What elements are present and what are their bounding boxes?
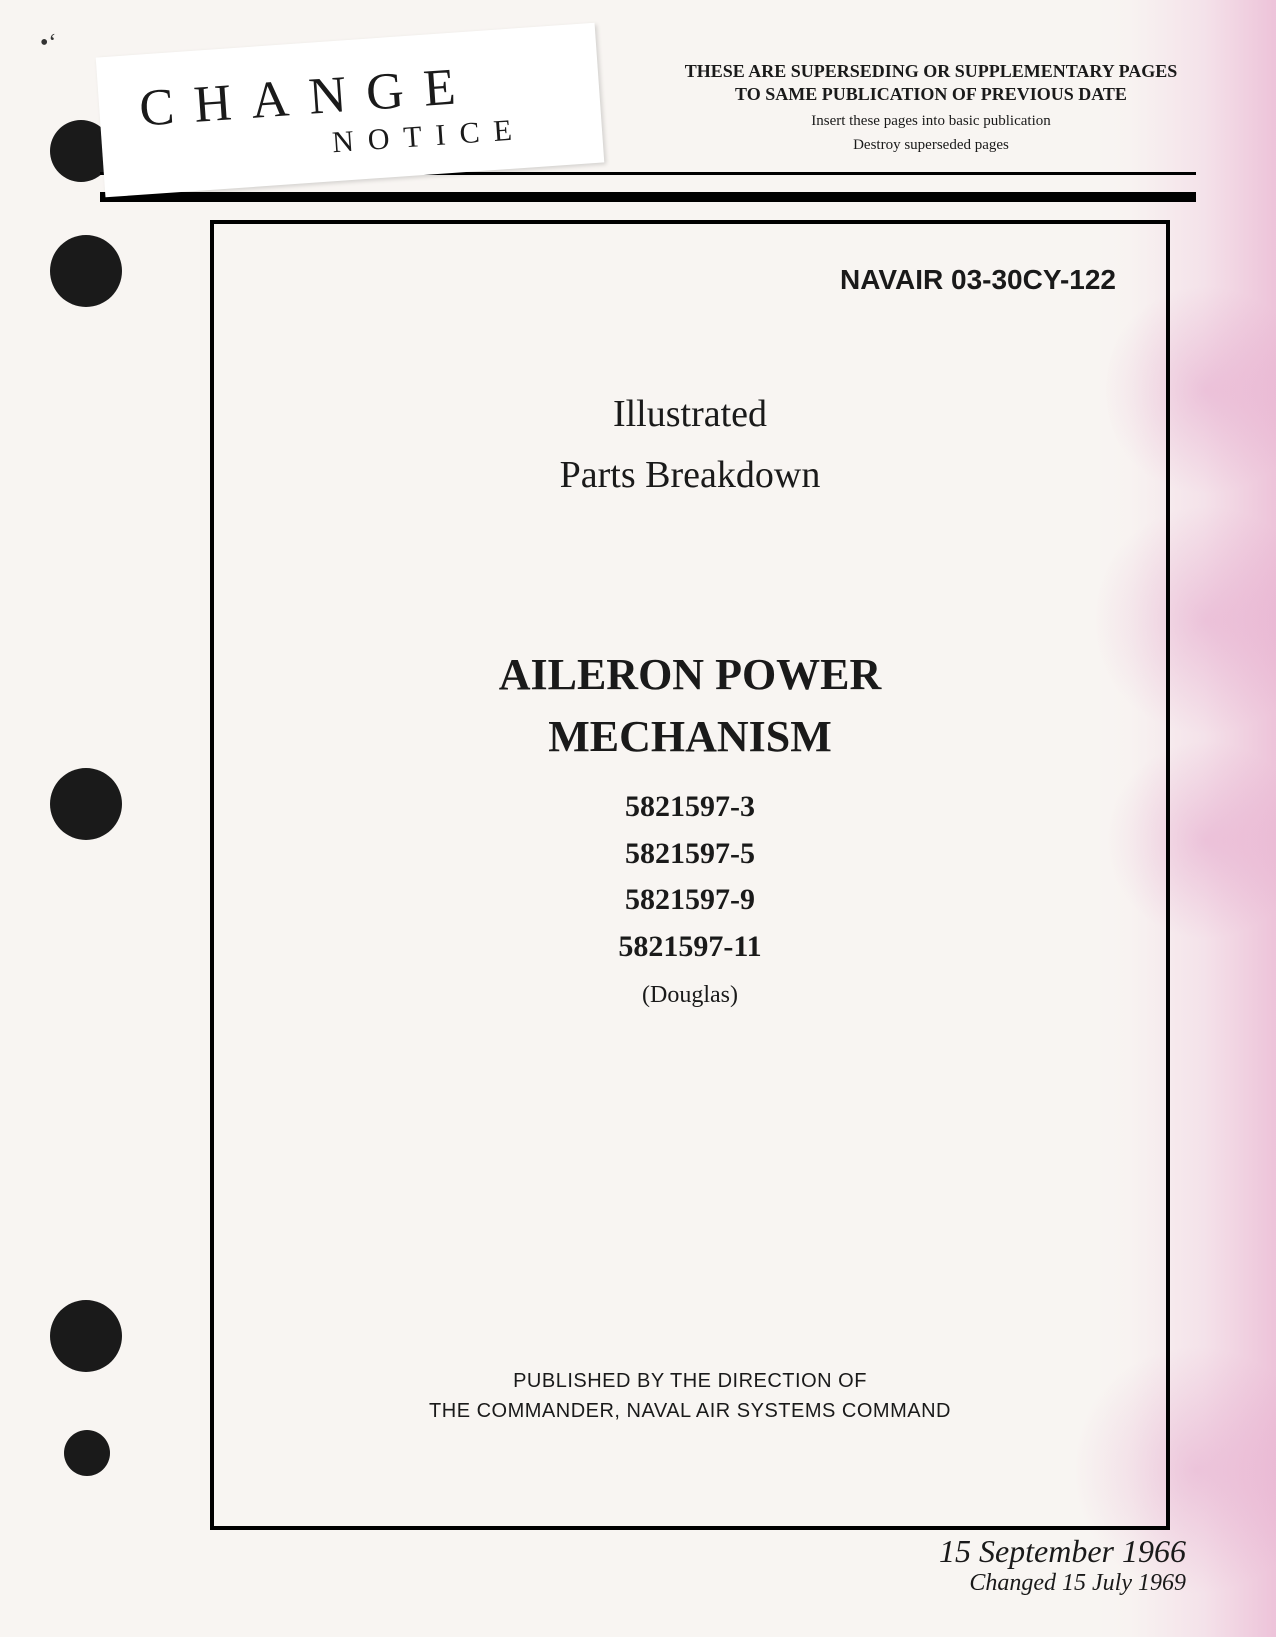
punch-hole bbox=[64, 1430, 110, 1476]
title-line: AILERON POWER bbox=[214, 644, 1166, 706]
punch-hole bbox=[50, 768, 122, 840]
subtitle-line: Parts Breakdown bbox=[214, 445, 1166, 506]
part-numbers-block: 5821597-3 5821597-5 5821597-9 5821597-11… bbox=[214, 784, 1166, 1009]
publisher-line: THE COMMANDER, NAVAL AIR SYSTEMS COMMAND bbox=[214, 1396, 1166, 1426]
publication-date: 15 September 1966 bbox=[939, 1533, 1186, 1570]
document-frame: NAVAIR 03-30CY-122 Illustrated Parts Bre… bbox=[210, 220, 1170, 1530]
header-region: THESE ARE SUPERSEDING OR SUPPLEMENTARY P… bbox=[0, 0, 1276, 210]
date-block: 15 September 1966 Changed 15 July 1969 bbox=[939, 1533, 1186, 1597]
supersede-instruction: Insert these pages into basic publicatio… bbox=[676, 111, 1186, 131]
subtitle-line: Illustrated bbox=[214, 384, 1166, 445]
part-number: 5821597-3 bbox=[214, 784, 1166, 831]
part-number: 5821597-5 bbox=[214, 831, 1166, 878]
supersede-title: THESE ARE SUPERSEDING OR SUPPLEMENTARY P… bbox=[676, 60, 1186, 107]
document-number: NAVAIR 03-30CY-122 bbox=[840, 264, 1116, 296]
publisher-block: PUBLISHED BY THE DIRECTION OF THE COMMAN… bbox=[214, 1366, 1166, 1426]
header-rule-thick bbox=[100, 192, 1196, 202]
part-number: 5821597-9 bbox=[214, 877, 1166, 924]
punch-hole bbox=[50, 235, 122, 307]
supersede-notice-box: THESE ARE SUPERSEDING OR SUPPLEMENTARY P… bbox=[676, 60, 1186, 155]
manufacturer-label: (Douglas) bbox=[214, 982, 1166, 1009]
part-number: 5821597-11 bbox=[214, 924, 1166, 971]
main-title-block: AILERON POWER MECHANISM bbox=[214, 644, 1166, 767]
title-line: MECHANISM bbox=[214, 706, 1166, 768]
supersede-instruction: Destroy superseded pages bbox=[676, 135, 1186, 155]
punch-hole bbox=[50, 1300, 122, 1372]
publisher-line: PUBLISHED BY THE DIRECTION OF bbox=[214, 1366, 1166, 1396]
change-date: Changed 15 July 1969 bbox=[939, 1570, 1186, 1597]
subtitle-block: Illustrated Parts Breakdown bbox=[214, 384, 1166, 506]
